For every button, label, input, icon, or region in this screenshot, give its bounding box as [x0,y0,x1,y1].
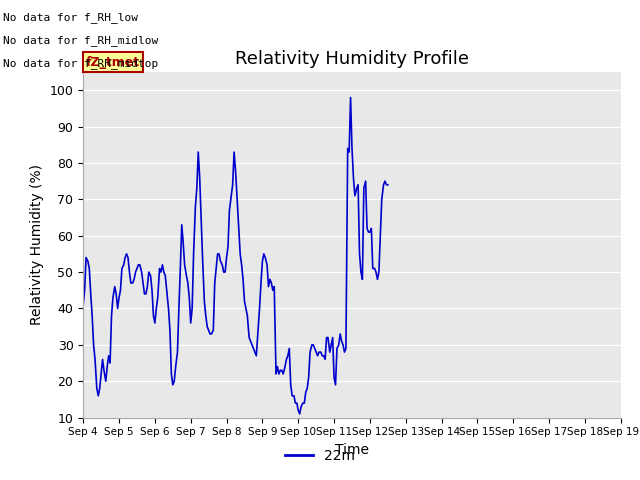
Text: No data for f_RH_low: No data for f_RH_low [3,12,138,23]
Text: No data for f_RH_midtop: No data for f_RH_midtop [3,58,159,69]
Text: fZ_tmet: fZ_tmet [86,56,140,69]
X-axis label: Time: Time [335,443,369,457]
Y-axis label: Relativity Humidity (%): Relativity Humidity (%) [30,164,44,325]
Text: No data for f_RH_midlow: No data for f_RH_midlow [3,35,159,46]
Legend: 22m: 22m [280,443,360,468]
Title: Relativity Humidity Profile: Relativity Humidity Profile [235,49,469,68]
